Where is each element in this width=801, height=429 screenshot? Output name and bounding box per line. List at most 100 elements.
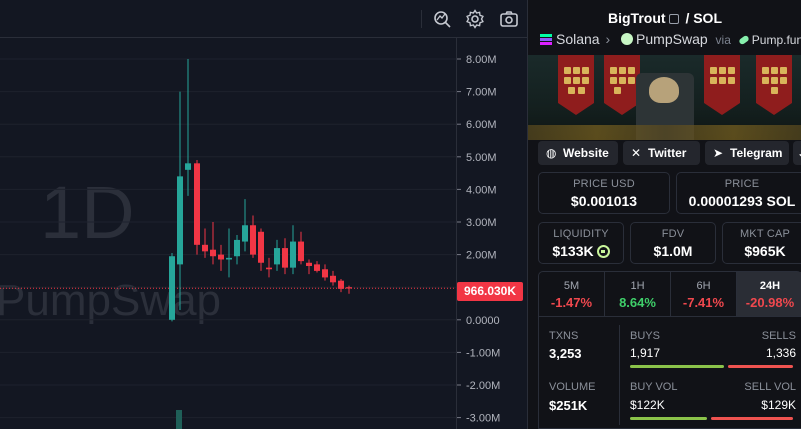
price-axis[interactable]	[456, 38, 527, 429]
telegram-link-button[interactable]: ➤ Telegram	[705, 141, 789, 165]
volume-bar	[176, 410, 182, 429]
banner-flag	[558, 55, 594, 115]
interval-watermark: 1D	[40, 171, 135, 254]
candle-body	[338, 280, 344, 289]
y-axis-tick-label: -3.00M	[466, 413, 500, 425]
pair-info-panel: BigTrout / SOL Solana › PumpSwap via Pum…	[527, 0, 801, 429]
base-token-name: BigTrout	[608, 10, 666, 26]
candle-body	[169, 256, 175, 320]
tab-1h-label: 1H	[630, 280, 645, 292]
indicator-search-icon[interactable]	[432, 9, 452, 29]
telegram-label: Telegram	[730, 146, 783, 160]
liquidity-label: LIQUIDITY	[553, 228, 609, 240]
candle-body	[194, 163, 200, 245]
y-axis-tick-label: 2.00M	[466, 250, 497, 262]
launchpad-name[interactable]: Pump.fun	[751, 33, 801, 47]
telegram-icon: ➤	[713, 146, 724, 160]
candle-body	[290, 241, 296, 268]
copy-address-icon[interactable]	[668, 14, 679, 24]
chart-toolbar	[0, 0, 527, 38]
toolbar-divider	[421, 10, 422, 28]
pumpswap-icon	[621, 33, 634, 45]
more-links-button[interactable]: ⌄	[793, 141, 801, 165]
liquidity-value: $133K	[552, 243, 594, 259]
candle-body	[177, 176, 183, 265]
pair-separator: /	[685, 10, 690, 26]
tab-24h-change: -20.98%	[745, 295, 795, 310]
settings-gear-icon[interactable]	[465, 9, 485, 29]
buy-vol-ratio-bar	[630, 417, 707, 420]
y-axis-tick-label: 0.0000	[466, 315, 500, 327]
buys-label: BUYS	[630, 330, 660, 342]
sells-label: SELLS	[761, 330, 796, 342]
candle-body	[218, 254, 224, 260]
quote-token-name: SOL	[693, 10, 722, 26]
camera-snapshot-icon[interactable]	[499, 9, 519, 29]
price-usd-value: $0.001013	[570, 193, 638, 209]
dex-watermark: PumpSwap	[0, 276, 222, 325]
via-label: via	[715, 33, 731, 47]
buy-vol-label: BUY VOL	[630, 381, 678, 393]
buys-ratio-bar	[630, 365, 724, 368]
banner-gold	[528, 125, 801, 140]
buy-vol-value: $122K	[630, 398, 665, 412]
globe-icon: ◍	[546, 146, 557, 160]
y-axis-tick-label: 6.00M	[466, 119, 497, 131]
pair-subtitle: Solana › PumpSwap via Pump.fun	[540, 31, 801, 47]
sell-vol-ratio-bar	[711, 417, 793, 420]
mktcap-value: $965K	[744, 243, 786, 259]
price-sol-box: PRICE 0.00001293 SOL	[676, 172, 801, 214]
y-axis-tick-label: -1.00M	[466, 347, 500, 359]
x-twitter-icon: ✕	[631, 146, 642, 160]
candlestick-plot[interactable]: 8.00M7.00M6.00M5.00M4.00M3.00M2.00M1.00M…	[0, 39, 527, 429]
sell-vol-label: SELL VOL	[744, 381, 796, 393]
sells-value: 1,336	[765, 346, 796, 360]
price-usd-box: PRICE USD $0.001013	[538, 172, 670, 214]
candle-body	[210, 249, 216, 257]
volume-label: VOLUME	[549, 381, 596, 393]
y-axis-tick-label: 8.00M	[466, 54, 497, 66]
candle-body	[258, 231, 264, 263]
chevron-right-icon: ›	[605, 31, 611, 47]
chain-name[interactable]: Solana	[556, 31, 600, 47]
tab-5m-label: 5M	[563, 280, 580, 292]
liquidity-lock-icon[interactable]	[596, 245, 610, 258]
tab-5m-change: -1.47%	[550, 295, 593, 310]
sell-vol-value: $129K	[761, 398, 796, 412]
y-axis-tick-label: 5.00M	[466, 152, 497, 164]
tab-24h[interactable]: 24H -20.98%	[737, 272, 801, 316]
twitter-link-button[interactable]: ✕ Twitter	[623, 141, 700, 165]
candle-body	[226, 257, 232, 260]
fdv-label: FDV	[661, 228, 685, 240]
chevron-down-icon: ⌄	[797, 146, 801, 160]
price-usd-label: PRICE USD	[573, 178, 635, 190]
txns-label: TXNS	[549, 330, 579, 342]
pumpfun-icon	[737, 34, 750, 46]
tab-5m[interactable]: 5M -1.47%	[539, 272, 605, 316]
candle-body	[185, 163, 191, 170]
banner-flag	[704, 55, 740, 115]
candlestick-svg: 8.00M7.00M6.00M5.00M4.00M3.00M2.00M1.00M…	[0, 54, 500, 429]
candle-body	[330, 275, 336, 283]
dex-name[interactable]: PumpSwap	[636, 31, 708, 47]
volume-value: $251K	[549, 398, 588, 413]
tab-6h-label: 6H	[696, 280, 711, 292]
last-price-label: 966.030K	[457, 282, 523, 301]
candle-body	[266, 267, 272, 270]
banner-flag	[756, 55, 792, 115]
price-sol-label: PRICE	[724, 178, 760, 190]
candle-body	[298, 241, 304, 262]
pair-title: BigTrout / SOL	[528, 10, 801, 26]
y-axis-tick-label: 4.00M	[466, 184, 497, 196]
y-axis-tick-label: 3.00M	[466, 217, 497, 229]
candle-body	[234, 239, 240, 257]
price-chart[interactable]: 1D PumpSwap 8.00M 7.00M 6.00M 5.00M 4.00M 3.0…	[0, 0, 527, 429]
candle-body	[250, 225, 256, 255]
website-link-button[interactable]: ◍ Website	[538, 141, 618, 165]
fdv-box: FDV $1.0M	[630, 222, 716, 264]
tab-1h[interactable]: 1H 8.64%	[605, 272, 671, 316]
txns-value: 3,253	[549, 346, 582, 361]
website-label: Website	[563, 146, 609, 160]
tab-6h[interactable]: 6H -7.41%	[671, 272, 737, 316]
stats-divider	[619, 325, 620, 425]
